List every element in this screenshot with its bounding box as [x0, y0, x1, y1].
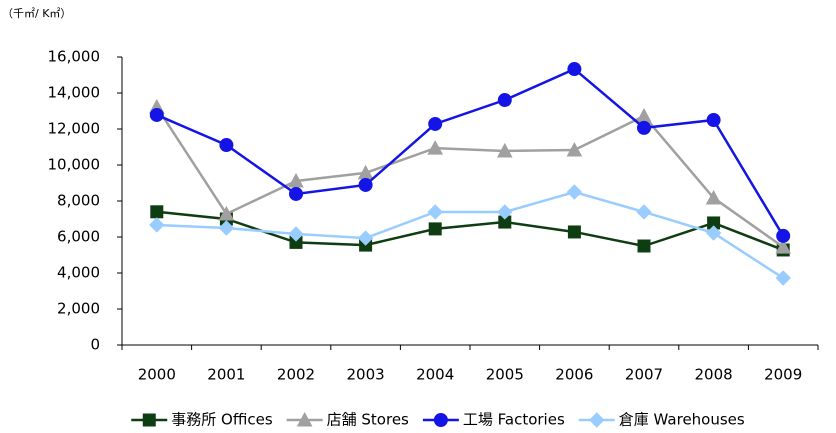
- series-line: [156, 67, 785, 237]
- y-tick-label: 2,000: [57, 300, 100, 318]
- marker: [776, 228, 791, 243]
- marker: [433, 413, 448, 427]
- marker: [705, 225, 722, 241]
- x-tick-label: 2002: [277, 366, 315, 384]
- marker: [358, 177, 373, 192]
- y-tick-label: 0: [90, 336, 100, 354]
- marker: [427, 140, 444, 155]
- marker: [428, 222, 442, 236]
- legend-label: 工場 Factories: [463, 411, 565, 429]
- unit-label: （千㎡/ K㎡）: [2, 7, 71, 20]
- marker: [288, 226, 304, 242]
- marker: [775, 239, 792, 254]
- y-tick-label: 14,000: [48, 84, 101, 102]
- marker: [149, 107, 164, 122]
- series-line: [155, 106, 784, 249]
- x-tick-label: 2008: [695, 366, 733, 384]
- marker: [496, 142, 513, 158]
- marker: [497, 204, 513, 220]
- marker: [427, 204, 443, 220]
- marker: [589, 412, 605, 428]
- marker: [705, 189, 722, 205]
- x-tick-label: 2000: [138, 366, 176, 384]
- legend-label: 事務所 Offices: [171, 411, 273, 429]
- marker: [219, 138, 234, 153]
- legend-item: 倉庫 Warehouses: [578, 411, 745, 429]
- x-tick-label: 2006: [555, 366, 593, 384]
- marker: [775, 270, 791, 286]
- legend: 事務所 Offices 店舗 Stores 工場 Factories 倉庫 Wareh…: [131, 411, 745, 429]
- y-tick-label: 10,000: [48, 156, 101, 174]
- marker: [637, 239, 651, 253]
- y-tick-label: 16,000: [48, 48, 101, 66]
- marker: [357, 230, 374, 246]
- x-tick-label: 2003: [347, 366, 385, 384]
- legend-item: 店舗 Stores: [286, 411, 409, 429]
- y-tick-label: 6,000: [57, 228, 100, 246]
- x-tick-label: 2009: [764, 366, 802, 384]
- x-tick-label: 2001: [207, 366, 245, 384]
- y-tick-label: 4,000: [57, 264, 100, 282]
- legend-label: 店舗 Stores: [327, 411, 409, 429]
- x-tick-label: 2007: [625, 366, 663, 384]
- marker: [428, 116, 443, 131]
- marker: [142, 413, 156, 427]
- marker: [150, 205, 164, 219]
- legend-item: 事務所 Offices: [131, 411, 273, 429]
- series-line: [156, 190, 784, 280]
- marker: [566, 142, 583, 157]
- legend-item: 工場 Factories: [422, 411, 565, 429]
- legend-label: 倉庫 Warehouses: [619, 411, 745, 429]
- x-tick-label: 2004: [416, 366, 454, 384]
- marker: [289, 186, 303, 201]
- marker: [218, 205, 235, 221]
- marker: [566, 184, 583, 200]
- marker: [636, 204, 652, 220]
- x-tick-label: 2005: [486, 366, 524, 384]
- marker: [296, 411, 313, 427]
- marker: [567, 62, 582, 77]
- marker: [497, 93, 512, 108]
- marker: [149, 217, 165, 233]
- y-tick-label: 12,000: [48, 120, 101, 138]
- marker: [218, 220, 235, 236]
- marker: [636, 107, 652, 123]
- marker: [706, 113, 721, 127]
- y-tick-label: 8,000: [57, 192, 100, 210]
- marker: [567, 225, 581, 239]
- marker: [637, 120, 651, 135]
